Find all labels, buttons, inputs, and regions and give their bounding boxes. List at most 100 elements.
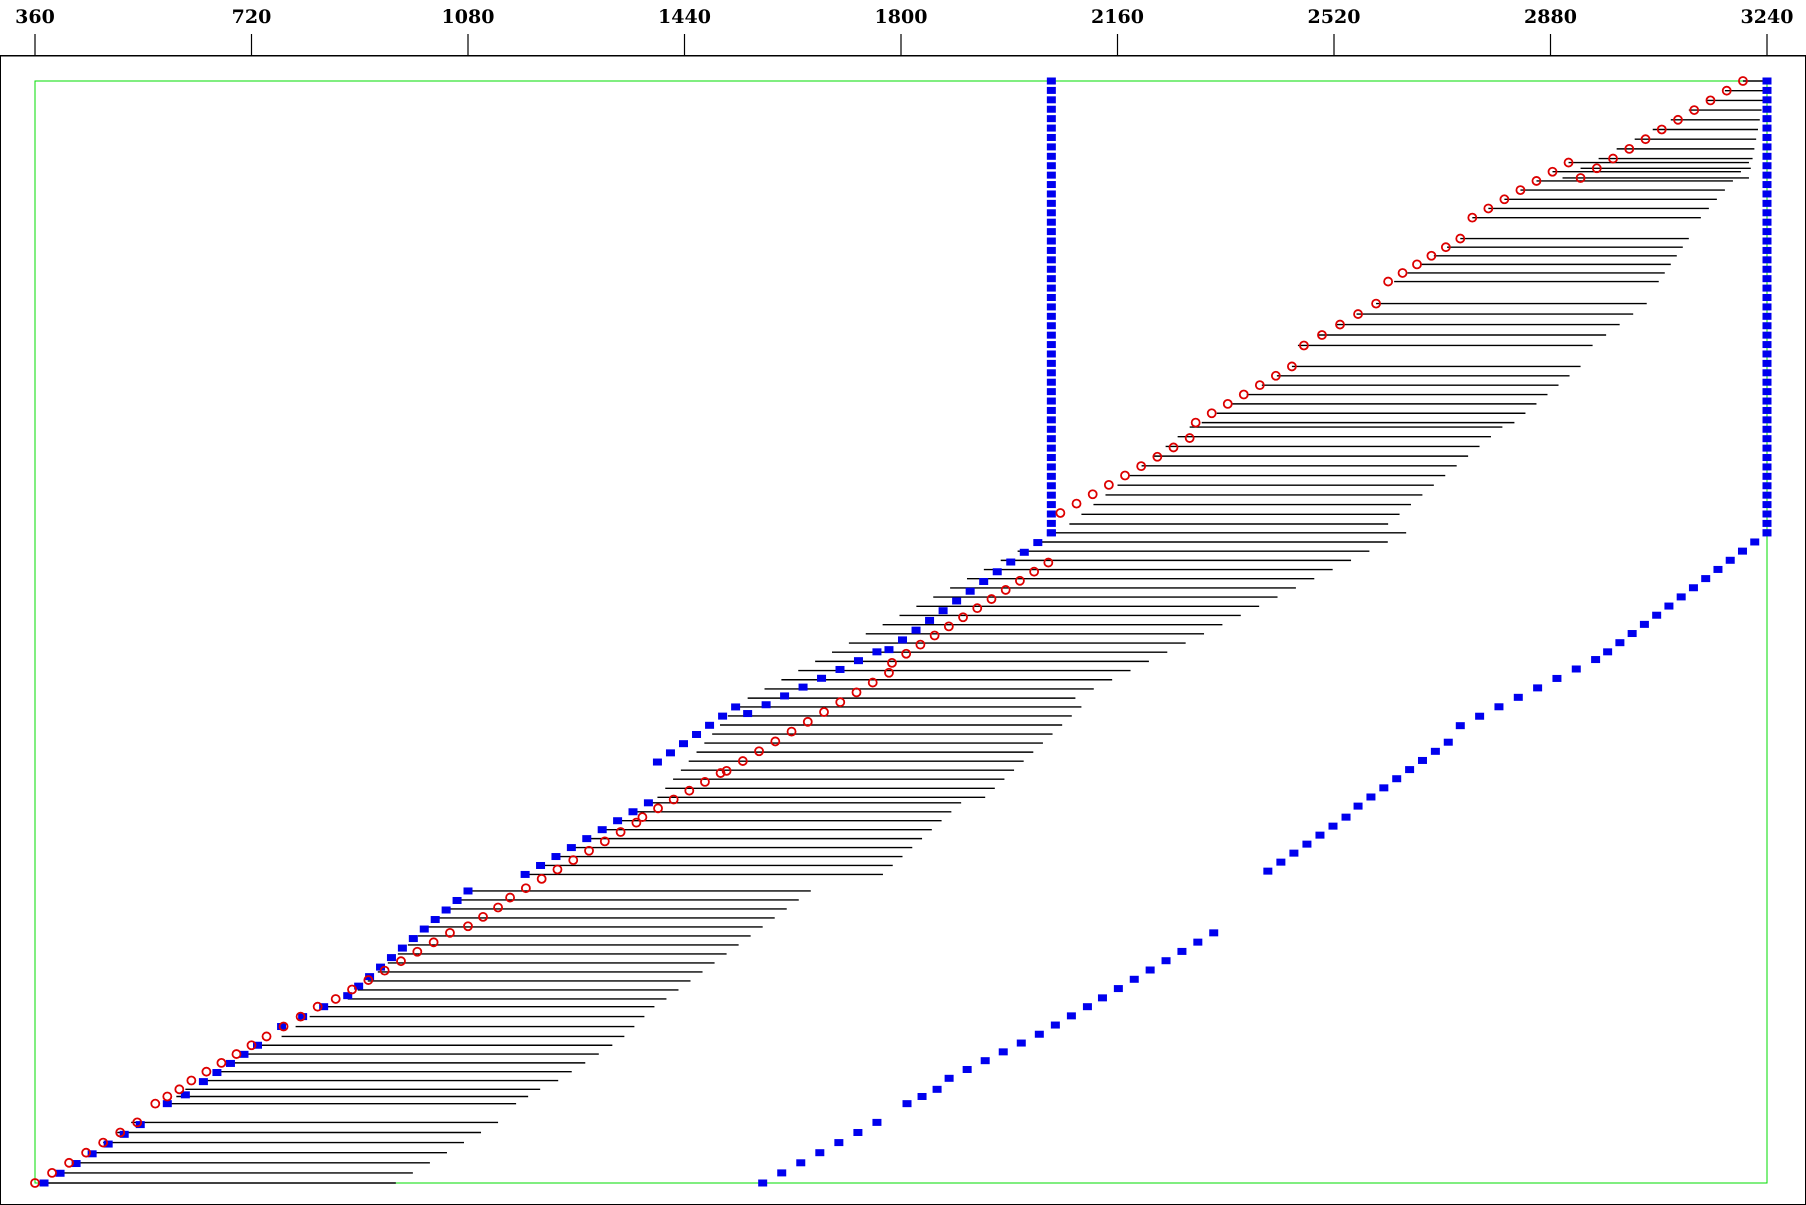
blue-square-marker — [1328, 822, 1338, 830]
blue-square-marker — [1762, 171, 1772, 179]
blue-square-marker — [705, 721, 715, 729]
blue-square-marker — [1571, 665, 1581, 673]
blue-square-marker — [1046, 388, 1056, 396]
blue-square-marker — [1494, 703, 1504, 711]
blue-square-marker — [1289, 849, 1299, 857]
blue-square-marker — [980, 1057, 990, 1065]
plot-frame — [0, 55, 1806, 1205]
blue-square-marker — [678, 740, 688, 748]
red-circle-marker — [1640, 134, 1651, 145]
blue-square-marker — [965, 587, 975, 595]
blue-square-marker — [796, 1159, 806, 1167]
red-circle-marker — [1136, 461, 1147, 472]
red-circle-marker — [1656, 124, 1667, 135]
blue-square-marker — [1615, 639, 1625, 647]
x-tick-label: 2160 — [1091, 6, 1144, 28]
blue-square-marker — [1762, 388, 1772, 396]
blue-square-marker — [1762, 152, 1772, 160]
blue-square-marker — [998, 1048, 1008, 1056]
blue-square-marker — [1762, 218, 1772, 226]
blue-square-marker — [979, 577, 989, 585]
red-circle-marker — [1397, 268, 1408, 278]
red-circle-marker — [445, 927, 455, 938]
red-circle-marker — [668, 794, 679, 805]
blue-square-marker — [665, 749, 675, 757]
red-circle-marker — [1222, 398, 1233, 409]
red-circle-marker — [363, 975, 374, 985]
blue-square-marker — [1046, 359, 1056, 367]
blue-square-marker — [354, 982, 364, 990]
blue-square-marker — [1552, 674, 1562, 682]
blue-square-marker — [1046, 171, 1056, 179]
blue-series — [39, 77, 1772, 1187]
blue-square-marker — [1046, 77, 1056, 85]
red-circle-marker — [278, 1021, 289, 1032]
blue-square-marker — [1750, 538, 1760, 546]
blue-square-marker — [1046, 425, 1056, 433]
blue-square-marker — [1046, 482, 1056, 490]
x-axis: 360 720 1080 1440 1800 2160 2520 2880 3240 — [0, 6, 1806, 57]
blue-square-marker — [1762, 237, 1772, 245]
red-circle-marker — [1547, 166, 1558, 177]
blue-square-marker — [1046, 86, 1056, 94]
red-circle-marker — [884, 667, 894, 678]
blue-square-marker — [1762, 378, 1772, 386]
blue-square-marker — [1762, 86, 1772, 94]
blue-square-marker — [1046, 406, 1056, 414]
red-circle-marker — [1608, 153, 1618, 164]
red-circle-marker — [463, 921, 473, 932]
red-circle-marker — [162, 1091, 173, 1102]
red-circle-marker — [1383, 276, 1394, 287]
blue-square-marker — [872, 648, 882, 656]
red-circle-marker — [1455, 233, 1466, 244]
blue-square-marker — [1379, 784, 1389, 792]
red-circle-marker — [1483, 203, 1494, 214]
blue-square-marker — [962, 1065, 972, 1073]
blue-square-marker — [1046, 143, 1056, 151]
blue-square-marker — [731, 703, 741, 711]
red-circle-marker — [1591, 163, 1602, 174]
blue-square-marker — [1353, 802, 1363, 810]
blue-square-marker — [1591, 656, 1601, 664]
blue-square-marker — [1664, 602, 1674, 610]
blue-square-marker — [917, 1092, 927, 1100]
blue-square-marker — [1046, 256, 1056, 264]
blue-square-marker — [103, 1140, 113, 1148]
blue-square-marker — [1046, 350, 1056, 358]
red-circle-marker — [1705, 95, 1716, 106]
blue-square-marker — [992, 568, 1002, 576]
blue-square-marker — [1050, 1021, 1060, 1029]
blue-square-marker — [1193, 938, 1203, 946]
x-tick-label: 720 — [232, 6, 272, 28]
blue-square-marker — [815, 1149, 825, 1157]
blue-square-marker — [419, 925, 429, 933]
blue-square-marker — [1762, 491, 1772, 499]
red-circle-marker — [684, 785, 695, 796]
blue-square-marker — [520, 870, 530, 878]
blue-square-marker — [1366, 793, 1376, 801]
blue-square-marker — [1762, 312, 1772, 320]
red-circle-marker — [1440, 242, 1451, 253]
blue-square-marker — [1006, 558, 1016, 566]
blue-square-marker — [643, 799, 653, 807]
red-circle-marker — [98, 1137, 109, 1148]
blue-square-marker — [1046, 162, 1056, 170]
blue-square-marker — [1430, 747, 1440, 755]
red-circle-marker — [132, 1117, 143, 1128]
blue-square-marker — [1762, 77, 1772, 85]
red-circle-marker — [929, 630, 940, 641]
red-circle-marker — [81, 1147, 92, 1158]
blue-square-marker — [761, 701, 771, 709]
blue-square-marker — [1046, 416, 1056, 424]
red-circle-marker — [1120, 470, 1130, 481]
blue-square-marker — [1276, 858, 1286, 866]
blue-square-marker — [1762, 115, 1772, 123]
blue-square-marker — [1443, 738, 1453, 746]
red-circle-marker — [1515, 185, 1526, 195]
blue-square-marker — [597, 826, 607, 834]
red-circle-marker — [520, 883, 531, 894]
blue-square-marker — [397, 944, 407, 952]
red-circle-marker — [1287, 361, 1297, 372]
red-circle-marker — [1087, 489, 1098, 500]
blue-square-marker — [536, 861, 546, 869]
